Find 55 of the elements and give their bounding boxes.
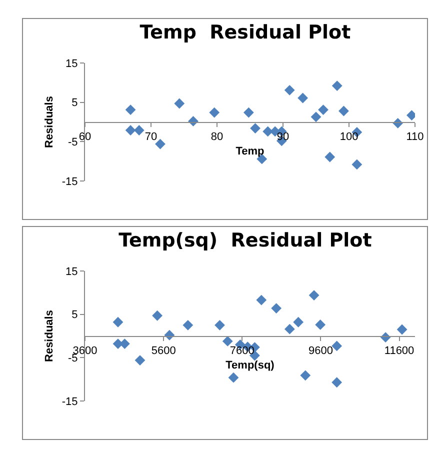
point [332, 340, 342, 352]
point [155, 138, 166, 150]
point [324, 152, 336, 162]
y-tick-label: -15 [62, 176, 78, 188]
point [332, 80, 342, 92]
point [174, 98, 185, 109]
chart-title: Temp(sq) Residual Plot [118, 230, 372, 252]
point [250, 123, 260, 134]
point [284, 84, 295, 96]
y-axis-title: Residuals [44, 96, 56, 148]
point [298, 92, 308, 104]
point [243, 107, 254, 118]
x-tick-label: 70 [144, 131, 158, 144]
point [222, 336, 233, 346]
point [315, 320, 326, 330]
y-tick-label: 5 [72, 97, 78, 110]
point [293, 316, 304, 328]
point [125, 125, 136, 136]
x-tick-label: 9600 [308, 345, 333, 358]
x-tick-label: 110 [406, 131, 424, 144]
point [209, 107, 220, 118]
x-axis-title: Temp [236, 145, 265, 158]
y-tick-label: -5 [68, 352, 78, 365]
point [300, 370, 311, 381]
y-tick-label: 5 [72, 309, 78, 322]
y-tick-label: -5 [68, 136, 78, 149]
point [134, 125, 144, 136]
point [152, 310, 162, 321]
y-tick-label: 15 [66, 266, 78, 278]
chart-title: Temp Residual Plot [140, 21, 351, 44]
point [318, 104, 328, 116]
point [228, 372, 239, 383]
point [182, 320, 194, 330]
x-tick-label: 100 [340, 131, 358, 144]
x-tick-label: 80 [210, 131, 224, 144]
y-axis-title: Residuals [44, 310, 56, 362]
point [332, 377, 342, 388]
point [308, 290, 320, 300]
point [214, 320, 225, 330]
point [271, 303, 282, 314]
x-axis-title: Temp(sq) [226, 359, 275, 372]
y-tick-label: -15 [62, 396, 78, 408]
point [256, 294, 267, 306]
y-tick-label: 15 [66, 58, 78, 70]
x-tick-label: 5600 [151, 345, 176, 358]
point [338, 106, 349, 116]
point [310, 112, 322, 122]
x-tick-label: 60 [78, 131, 92, 144]
point [125, 104, 136, 116]
point [284, 324, 295, 334]
x-tick-label: 11600 [384, 345, 414, 358]
point [112, 316, 124, 328]
point [396, 324, 408, 335]
point [134, 355, 146, 366]
point [352, 159, 362, 170]
